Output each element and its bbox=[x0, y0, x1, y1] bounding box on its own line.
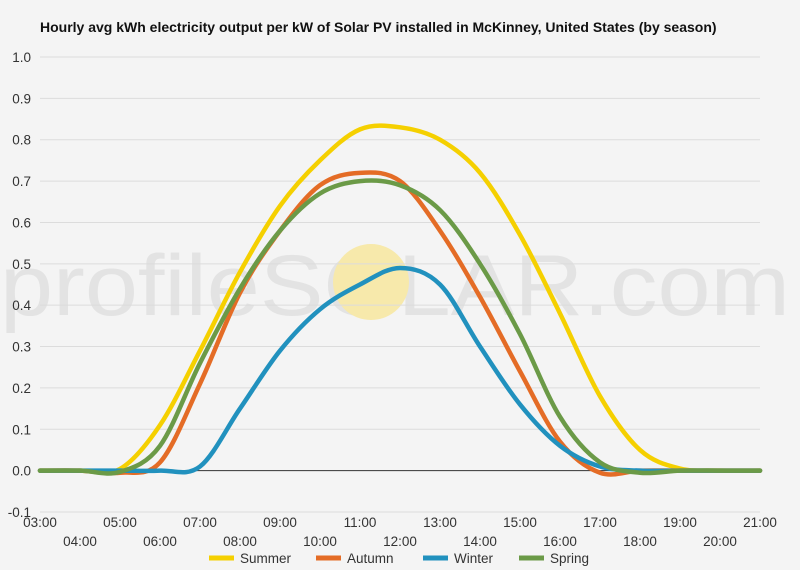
legend-label-winter: Winter bbox=[454, 551, 494, 566]
x-tick-label: 10:00 bbox=[303, 534, 337, 549]
legend-label-summer: Summer bbox=[240, 551, 292, 566]
x-tick-label: 13:00 bbox=[423, 515, 457, 530]
x-tick-label: 18:00 bbox=[623, 534, 657, 549]
x-tick-label: 04:00 bbox=[63, 534, 97, 549]
x-tick-label: 05:00 bbox=[103, 515, 137, 530]
series-line-spring bbox=[37, 178, 763, 476]
y-tick-label: 1.0 bbox=[12, 50, 31, 65]
y-tick-label: 0.9 bbox=[12, 91, 31, 106]
x-tick-label: 19:00 bbox=[663, 515, 697, 530]
x-tick-label: 08:00 bbox=[223, 534, 257, 549]
y-tick-label: 0.7 bbox=[12, 174, 31, 189]
x-tick-label: 15:00 bbox=[503, 515, 537, 530]
y-tick-label: 0.8 bbox=[12, 133, 31, 148]
x-tick-label: 03:00 bbox=[23, 515, 57, 530]
watermark-sun-icon bbox=[333, 244, 409, 320]
x-tick-label: 06:00 bbox=[143, 534, 177, 549]
y-tick-label: 0.5 bbox=[12, 257, 31, 272]
y-tick-label: 0.2 bbox=[12, 381, 31, 396]
series-lines bbox=[37, 123, 763, 477]
y-tick-label: -0.1 bbox=[8, 505, 31, 520]
grid bbox=[40, 56, 760, 513]
y-tick-label: 0.6 bbox=[12, 215, 31, 230]
x-tick-label: 16:00 bbox=[543, 534, 577, 549]
x-tick-label: 20:00 bbox=[703, 534, 737, 549]
y-tick-label: 0.3 bbox=[12, 340, 31, 355]
x-axis: 03:00 04:00 05:00 06:00 07:00 08:00 09:00 10:00… bbox=[23, 515, 777, 549]
y-axis: -0.1 0.0 0.1 0.2 0.3 0.4 0.5 0.6 0.7 0.8 0.9 1.0 bbox=[8, 50, 32, 520]
y-tick-label: 0.4 bbox=[12, 298, 31, 313]
legend: Summer Autumn Winter Spring bbox=[209, 551, 589, 566]
legend-label-autumn: Autumn bbox=[347, 551, 394, 566]
y-tick-label: 0.0 bbox=[12, 464, 31, 479]
chart-title: Hourly avg kWh electricity output per kW… bbox=[40, 19, 717, 35]
x-tick-label: 09:00 bbox=[263, 515, 297, 530]
x-tick-label: 07:00 bbox=[183, 515, 217, 530]
series-line-summer bbox=[37, 123, 763, 476]
legend-label-spring: Spring bbox=[550, 551, 589, 566]
x-tick-label: 21:00 bbox=[743, 515, 777, 530]
x-tick-label: 17:00 bbox=[583, 515, 617, 530]
x-tick-label: 12:00 bbox=[383, 534, 417, 549]
x-tick-label: 11:00 bbox=[344, 515, 377, 530]
y-tick-label: 0.1 bbox=[12, 422, 31, 437]
x-tick-label: 14:00 bbox=[463, 534, 497, 549]
